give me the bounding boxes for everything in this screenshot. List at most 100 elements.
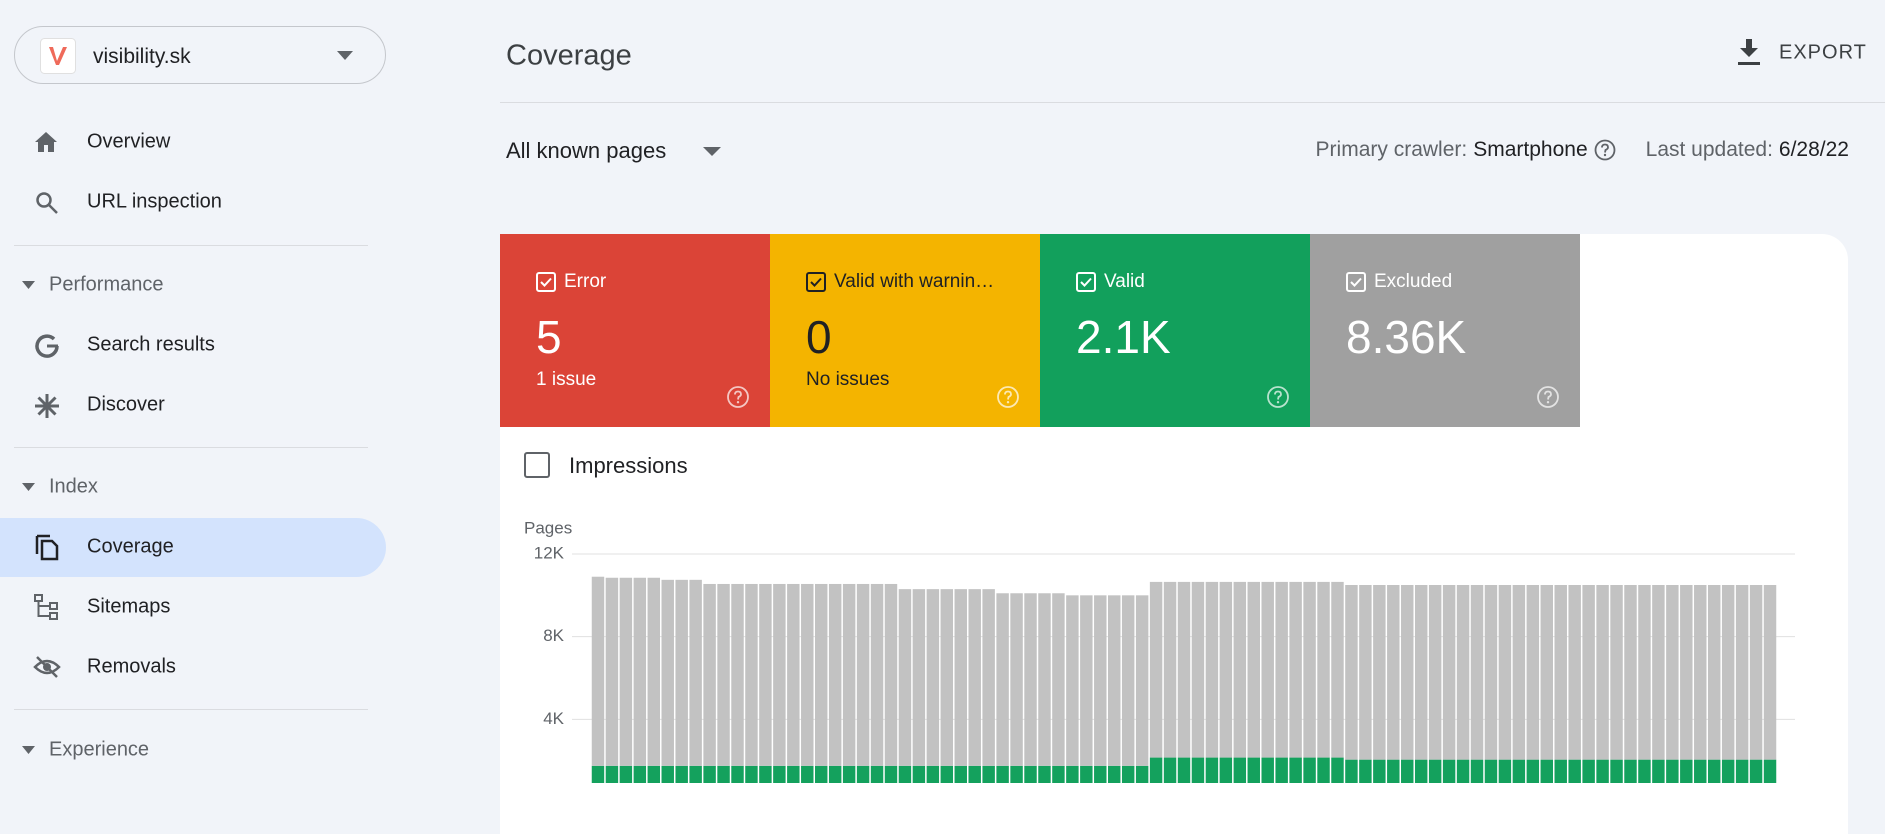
nav-item[interactable]: Sitemaps [87, 595, 171, 618]
bar-segment [1498, 585, 1512, 760]
bar-segment [814, 765, 828, 783]
card-value: 0 [806, 311, 832, 363]
bar-segment [1470, 585, 1484, 760]
bar-segment [633, 577, 647, 766]
bar-segment [1247, 757, 1260, 783]
bar-segment [1735, 585, 1749, 760]
card-value: 8.36K [1346, 311, 1467, 363]
bar-segment [801, 583, 814, 766]
y-axis-label: Pages [524, 518, 572, 537]
dropdown-arrow[interactable] [337, 51, 353, 60]
nav-item[interactable]: Discover [87, 393, 165, 416]
coverage-icon [35, 534, 59, 561]
bar-segment [926, 589, 940, 766]
discover-icon [35, 394, 59, 418]
bar-segment [1052, 593, 1065, 766]
sitemaps-icon [34, 594, 58, 620]
help-icon [1267, 386, 1289, 408]
nav-item[interactable]: URL inspection [87, 190, 222, 213]
bar-segment [773, 583, 786, 766]
bar-segment [619, 577, 633, 766]
bar-segment [1707, 759, 1721, 783]
header-divider [500, 102, 1885, 103]
bar-segment [1135, 595, 1149, 766]
bar-segment [717, 765, 730, 783]
impressions-checkbox[interactable] [524, 452, 550, 478]
divider [14, 447, 368, 448]
section-title[interactable]: Performance [49, 273, 164, 296]
bar-segment [703, 583, 716, 766]
bar-segment [647, 765, 661, 783]
collapse-arrow[interactable] [22, 746, 35, 754]
help-icon[interactable] [1594, 139, 1616, 161]
bar-segment [1345, 759, 1358, 783]
bar-segment [982, 765, 995, 783]
card-checkbox [1346, 272, 1366, 292]
bar-segment [773, 765, 786, 783]
bar-segment [1373, 585, 1386, 760]
bar-segment [1177, 581, 1191, 758]
bar-segment [675, 579, 688, 766]
property-selector[interactable] [14, 26, 386, 84]
divider [14, 709, 368, 710]
nav-item[interactable]: Coverage [87, 535, 174, 558]
export-button[interactable]: EXPORT [1779, 41, 1867, 64]
bar-segment [870, 765, 884, 783]
dropdown-arrow[interactable] [703, 147, 721, 156]
bar-segment [1289, 581, 1302, 758]
status-card[interactable]: Valid with warnin… 0 No issues [770, 234, 1040, 427]
bar-segment [1010, 593, 1023, 766]
bar-segment [1233, 581, 1247, 758]
status-card[interactable]: Error 5 1 issue [500, 234, 770, 427]
bar-segment [1038, 765, 1051, 783]
impressions-label[interactable]: Impressions [569, 453, 688, 478]
bar-segment [1484, 585, 1498, 760]
bar-segment [1749, 585, 1763, 760]
bar-segment [759, 765, 772, 783]
bar-segment [1442, 585, 1456, 760]
bar-segment [605, 765, 619, 783]
nav-item[interactable]: Search results [87, 333, 215, 356]
bar-segment [633, 765, 647, 783]
nav-item[interactable]: Removals [87, 655, 176, 678]
bar-segment [1205, 581, 1219, 758]
card-checkbox [536, 272, 556, 292]
section-title[interactable]: Experience [49, 738, 150, 761]
bar-segment [1582, 585, 1595, 760]
bar-segment [1163, 757, 1177, 783]
bar-segment [996, 593, 1009, 766]
bar-segment [898, 765, 912, 783]
bar-segment [1721, 759, 1735, 783]
bar-segment [1345, 585, 1358, 760]
bar-segment [1052, 765, 1065, 783]
status-card[interactable]: Excluded 8.36K [1310, 234, 1580, 427]
bar-segment [1401, 759, 1414, 783]
bar-segment [731, 765, 744, 783]
bar-segment [884, 765, 898, 783]
bar-segment [1108, 765, 1121, 783]
bar-segment [689, 765, 702, 783]
bar-segment [1261, 757, 1274, 783]
bar-segment [1331, 757, 1344, 783]
collapse-arrow[interactable] [22, 281, 35, 289]
download-icon[interactable] [1738, 39, 1760, 65]
section-title[interactable]: Index [49, 475, 98, 498]
crawler-info: Primary crawler: Smartphone Last updated… [1316, 138, 1849, 162]
bar-segment [1191, 757, 1205, 783]
bar-segment [689, 579, 702, 766]
bar-segment [1484, 759, 1498, 783]
nav-item[interactable]: Overview [87, 130, 171, 153]
help-icon [997, 386, 1019, 408]
y-tick-label: 12K [534, 543, 565, 562]
status-card[interactable]: Valid 2.1K [1040, 234, 1310, 427]
bar-segment [1638, 759, 1651, 783]
bar-segment [1373, 759, 1386, 783]
y-tick-label: 4K [543, 709, 564, 728]
bar-segment [1638, 585, 1651, 760]
chart: Pages 4K 8K 12K [524, 518, 1795, 783]
collapse-arrow[interactable] [22, 483, 35, 491]
bar-segment [759, 583, 772, 766]
page-filter[interactable]: All known pages [506, 138, 667, 163]
updated-value: 6/28/22 [1778, 138, 1849, 161]
bar-segment [1512, 759, 1526, 783]
